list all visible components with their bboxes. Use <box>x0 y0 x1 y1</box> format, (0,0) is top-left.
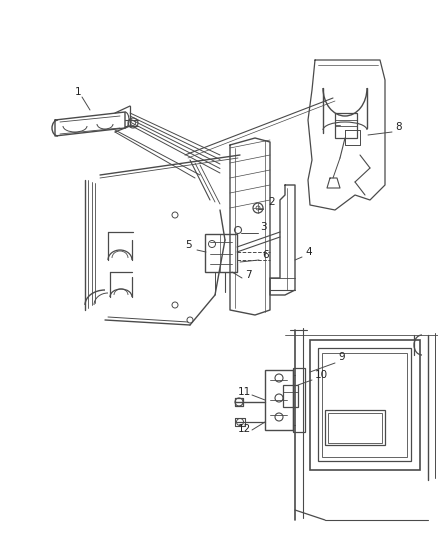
Text: 11: 11 <box>237 387 251 397</box>
Bar <box>309 340 419 470</box>
Bar <box>334 113 356 138</box>
Text: 12: 12 <box>237 424 251 434</box>
Bar <box>327 413 381 443</box>
Text: 1: 1 <box>75 87 81 97</box>
Text: 4: 4 <box>304 247 311 257</box>
Bar <box>205 234 237 272</box>
Bar <box>317 348 410 461</box>
Text: 9: 9 <box>337 352 344 362</box>
Bar <box>321 353 406 457</box>
Text: 6: 6 <box>261 250 268 260</box>
Bar <box>324 410 384 445</box>
Text: 3: 3 <box>259 222 266 232</box>
Bar <box>265 370 292 430</box>
Text: 5: 5 <box>184 240 191 250</box>
Text: 10: 10 <box>314 370 327 380</box>
Text: 2: 2 <box>267 197 274 207</box>
Text: 7: 7 <box>244 270 251 280</box>
Bar <box>292 368 304 432</box>
Bar <box>283 385 297 407</box>
Text: 8: 8 <box>394 122 401 132</box>
